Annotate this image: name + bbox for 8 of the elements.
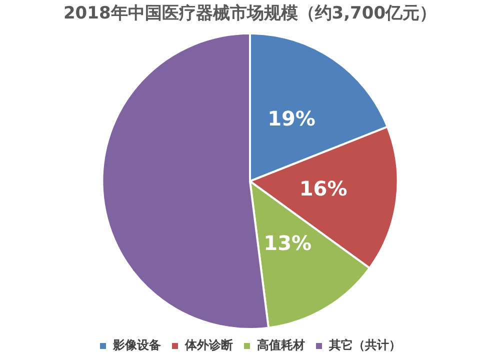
data-label: 19% <box>268 106 316 130</box>
legend-label: 影像设备 <box>112 338 161 352</box>
data-label: 16% <box>299 176 348 201</box>
chart-title: 2018年中国医疗器械市场规模（约3,700亿元） <box>63 4 437 24</box>
data-label: 13% <box>264 231 312 256</box>
legend-label: 体外诊断 <box>184 338 233 352</box>
legend-label: 高值耗材 <box>257 338 305 352</box>
legend-label: 其它（共计） <box>328 338 401 352</box>
